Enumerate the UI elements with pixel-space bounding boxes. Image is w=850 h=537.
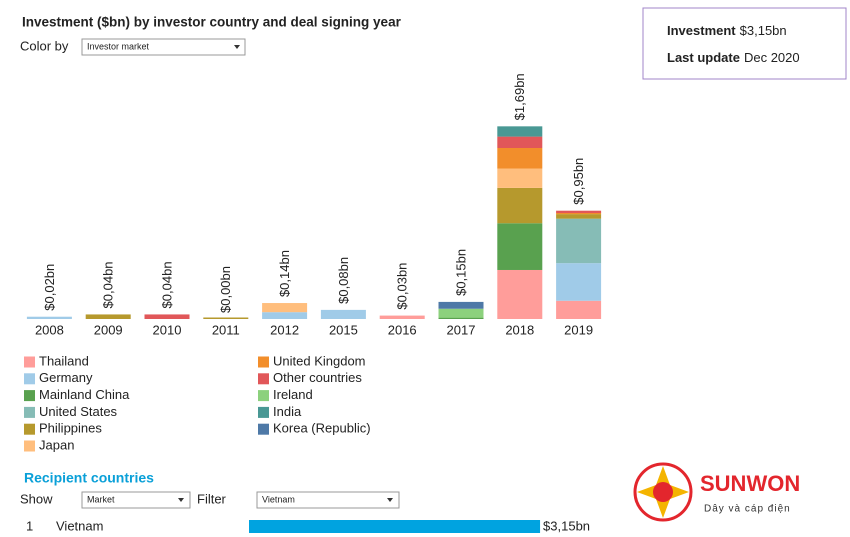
legend-swatch bbox=[24, 440, 35, 452]
legend-label: Philippines bbox=[39, 421, 102, 436]
x-tick-label: 2009 bbox=[94, 322, 123, 337]
bar-segment bbox=[556, 218, 602, 264]
legend-swatch bbox=[258, 356, 269, 368]
legend-label: Thailand bbox=[39, 353, 89, 368]
bar-segment bbox=[262, 312, 308, 319]
bar-segment bbox=[26, 316, 72, 319]
color-by-dropdown[interactable] bbox=[81, 38, 246, 56]
bar-segment bbox=[556, 263, 602, 301]
bar-segment bbox=[85, 314, 131, 319]
dropdown-arrow bbox=[234, 45, 240, 49]
legend-swatch bbox=[24, 423, 35, 435]
total-label: $0,04bn bbox=[159, 261, 174, 308]
legend-label: Germany bbox=[39, 370, 93, 385]
x-tick-label: 2010 bbox=[153, 322, 182, 337]
bar-segment bbox=[144, 314, 190, 319]
total-label: $0,08bn bbox=[336, 257, 351, 304]
update-info: Last update Dec 2020 bbox=[667, 50, 800, 65]
info-box bbox=[642, 7, 847, 80]
bar-segment bbox=[320, 309, 366, 319]
bar-segment bbox=[556, 210, 602, 213]
bar-segment bbox=[497, 168, 543, 188]
logo-name: SUNWON bbox=[700, 471, 800, 496]
dropdown-arrow bbox=[387, 498, 393, 502]
total-label: $0,15bn bbox=[453, 249, 468, 296]
total-label: $0,00bn bbox=[218, 266, 233, 313]
investment-value: $3,15bn bbox=[740, 23, 787, 38]
total-label: $0,04bn bbox=[101, 261, 116, 308]
legend-label: India bbox=[273, 404, 302, 419]
total-label: $0,14bn bbox=[277, 250, 292, 297]
total-label: $0,02bn bbox=[42, 264, 57, 311]
legend-swatch bbox=[258, 390, 269, 402]
legend-label: Other countries bbox=[273, 370, 362, 385]
x-tick-label: 2011 bbox=[212, 322, 240, 337]
bar-segment bbox=[262, 303, 308, 313]
bar-segment bbox=[497, 269, 543, 319]
investment-info: Investment $3,15bn bbox=[667, 23, 787, 38]
bar-segment bbox=[497, 136, 543, 148]
show-dropdown[interactable] bbox=[81, 491, 191, 509]
x-tick-label: 2017 bbox=[447, 322, 476, 337]
logo-center bbox=[653, 482, 673, 502]
x-tick-label: 2019 bbox=[564, 322, 593, 337]
bar-segment bbox=[497, 187, 543, 224]
bar-segment bbox=[556, 214, 602, 219]
bar-segment bbox=[203, 317, 249, 319]
color-by-label: Color by bbox=[20, 38, 69, 53]
show-value: Market bbox=[87, 494, 115, 504]
total-label: $0,95bn bbox=[571, 158, 586, 205]
legend-swatch bbox=[24, 356, 35, 368]
filter-dropdown[interactable] bbox=[256, 491, 400, 509]
bar-segment bbox=[497, 223, 543, 270]
logo: SUNWON Dây và cáp điện bbox=[633, 462, 800, 522]
total-label: $0,03bn bbox=[395, 263, 410, 310]
recipient-bar bbox=[249, 520, 541, 533]
total-label: $1,69bn bbox=[512, 73, 527, 120]
country-name: Vietnam bbox=[56, 518, 103, 533]
bar-segment bbox=[497, 148, 543, 169]
update-value: Dec 2020 bbox=[744, 50, 800, 65]
logo-tagline: Dây và cáp điện bbox=[704, 504, 791, 515]
legend-label: Ireland bbox=[273, 387, 313, 402]
title: Investment ($bn) by investor country and… bbox=[22, 15, 402, 30]
legend-swatch bbox=[258, 373, 269, 385]
investment-label: Investment bbox=[667, 23, 736, 38]
legend-swatch bbox=[24, 373, 35, 385]
bar-segment bbox=[438, 301, 484, 309]
legend-swatch bbox=[258, 406, 269, 418]
bar-segment bbox=[438, 308, 484, 318]
x-tick-label: 2015 bbox=[329, 322, 358, 337]
legend-label: Mainland China bbox=[39, 387, 130, 402]
recipients-title: Recipient countries bbox=[24, 470, 154, 486]
bar-segment bbox=[556, 300, 602, 319]
update-label: Last update bbox=[667, 50, 740, 65]
bar-segment bbox=[556, 212, 602, 215]
bar-segment bbox=[438, 317, 484, 319]
recipient-value: $3,15bn bbox=[543, 518, 590, 533]
x-tick-label: 2016 bbox=[388, 322, 417, 337]
rank: 1 bbox=[26, 518, 33, 533]
show-label: Show bbox=[20, 491, 53, 506]
legend-label: United Kingdom bbox=[273, 353, 366, 368]
filter-value: Vietnam bbox=[262, 494, 295, 504]
x-tick-label: 2008 bbox=[35, 322, 64, 337]
legend-swatch bbox=[24, 390, 35, 402]
color-by-value: Investor market bbox=[87, 41, 150, 51]
legend-swatch bbox=[24, 406, 35, 418]
dropdown-arrow bbox=[178, 498, 184, 502]
x-tick-label: 2012 bbox=[270, 322, 299, 337]
filter-label: Filter bbox=[197, 491, 227, 506]
legend-label: United States bbox=[39, 404, 118, 419]
x-tick-label: 2018 bbox=[505, 322, 534, 337]
bar-segment bbox=[379, 315, 425, 319]
legend-label: Japan bbox=[39, 437, 74, 452]
legend-swatch bbox=[258, 423, 269, 435]
bar-segment bbox=[497, 126, 543, 137]
legend-label: Korea (Republic) bbox=[273, 421, 371, 436]
